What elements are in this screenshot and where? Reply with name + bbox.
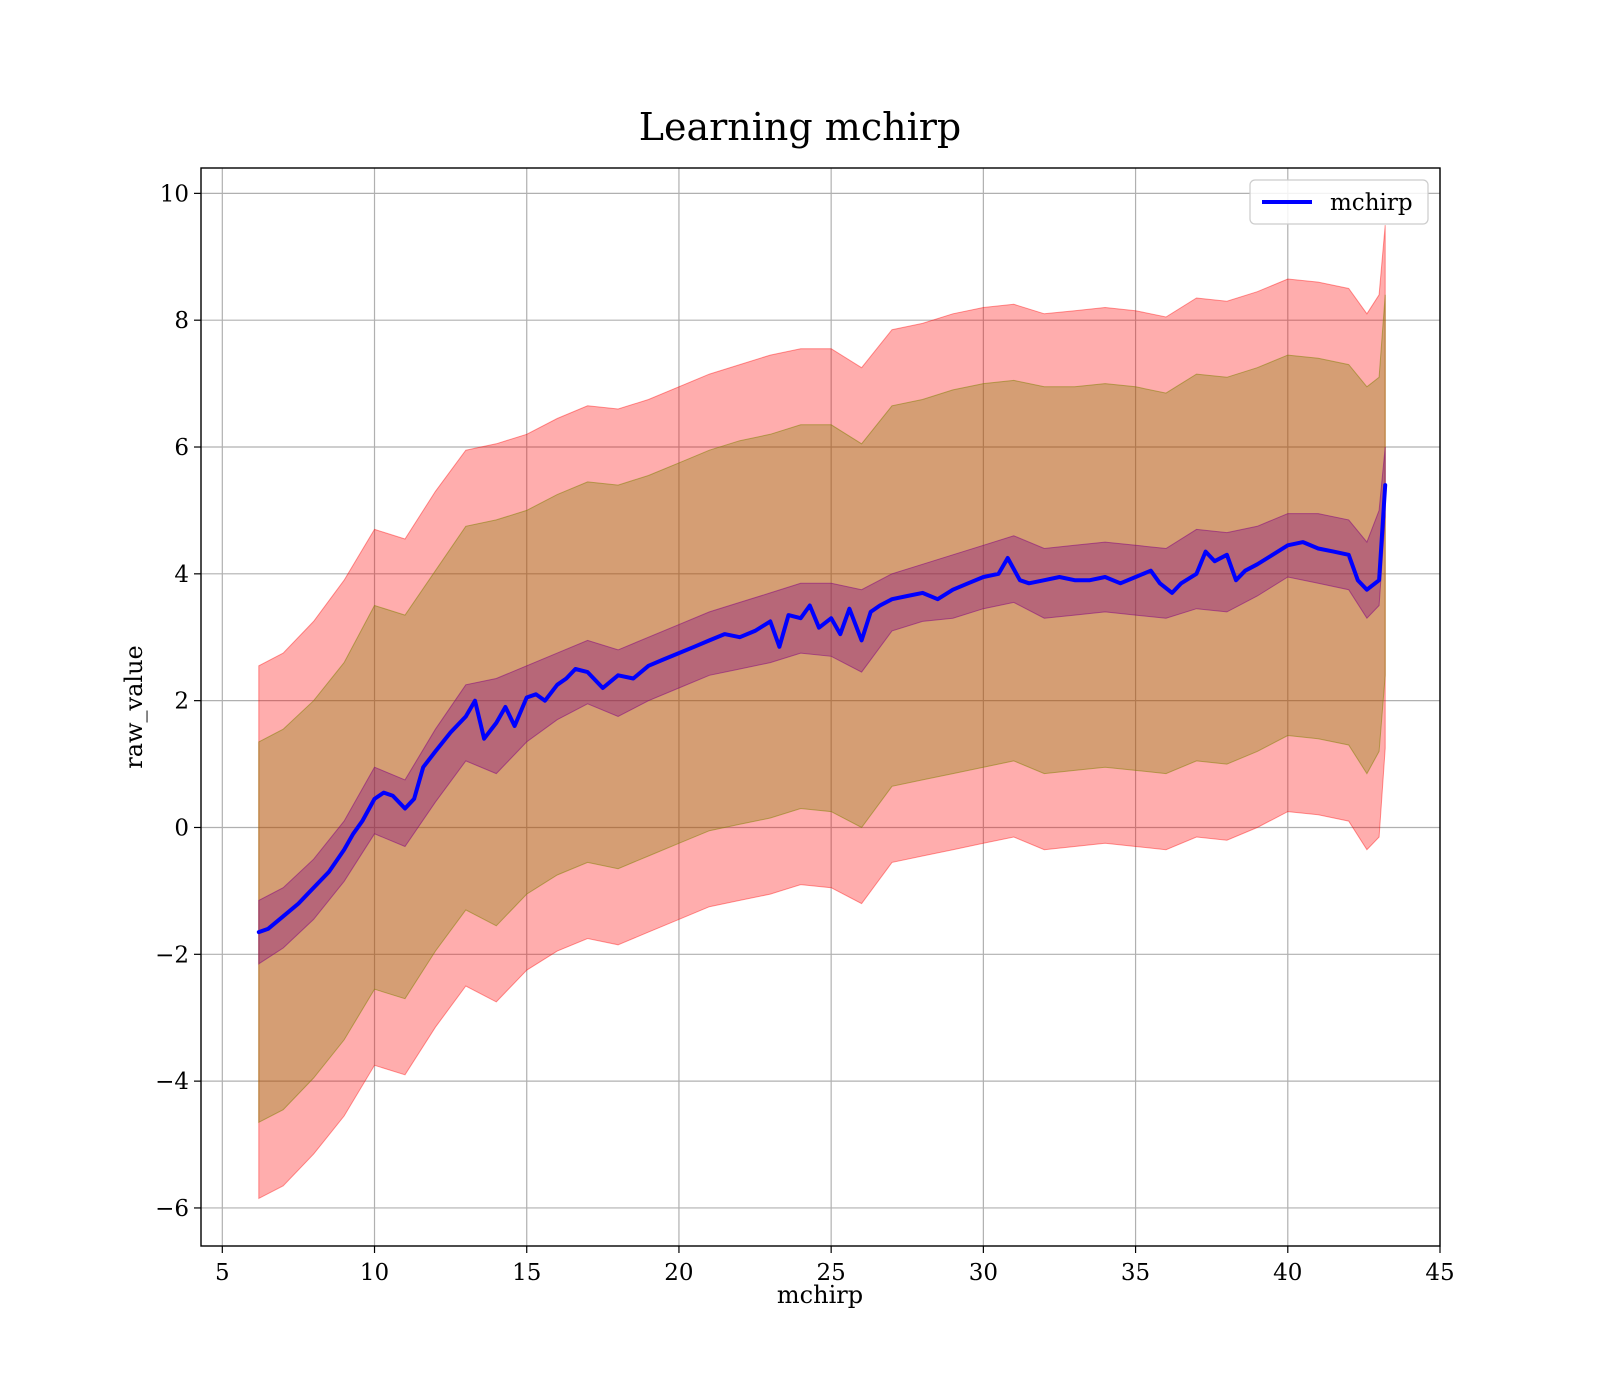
y-tick-label: −6	[155, 1196, 189, 1222]
legend: mchirp	[1249, 179, 1429, 225]
y-tick-label: 2	[174, 689, 189, 715]
middle-band	[258, 294, 1386, 1124]
y-axis-label: raw_value	[120, 645, 148, 769]
x-tick-label: 40	[1273, 1260, 1302, 1286]
x-tick-label: 35	[1121, 1260, 1150, 1286]
outer-band	[258, 225, 1386, 1200]
legend-box	[1249, 179, 1429, 225]
legend-entry-mchirp: mchirp	[1330, 190, 1413, 216]
y-tick-label: 6	[174, 435, 189, 461]
chart-title: Learning mchirp	[639, 105, 961, 149]
x-tick-label: 45	[1425, 1260, 1454, 1286]
series-lines	[256, 483, 1388, 935]
y-tick-label: 0	[174, 815, 189, 841]
x-tick-label: 30	[969, 1260, 998, 1286]
x-tick-label: 5	[215, 1260, 230, 1286]
x-tick-label: 20	[664, 1260, 693, 1286]
plot-frame	[200, 167, 1441, 1247]
y-tick-label: 10	[160, 181, 189, 207]
y-tick-label: 8	[174, 308, 189, 334]
x-tick-label: 10	[360, 1260, 389, 1286]
x-axis-label: mchirp	[777, 1281, 863, 1309]
y-tick-label: 4	[174, 562, 189, 588]
x-axis-ticks: 5 10 15 20 25 30 35 40 45	[215, 1246, 1455, 1286]
x-tick-label: 25	[817, 1260, 846, 1286]
series-line-mchirp	[256, 483, 1388, 935]
x-tick-label: 15	[512, 1260, 541, 1286]
y-tick-label: −4	[155, 1069, 189, 1095]
y-tick-label: −2	[155, 942, 189, 968]
y-axis-ticks: −6 −4 −2 0 2 4 6 8 10	[155, 181, 201, 1222]
